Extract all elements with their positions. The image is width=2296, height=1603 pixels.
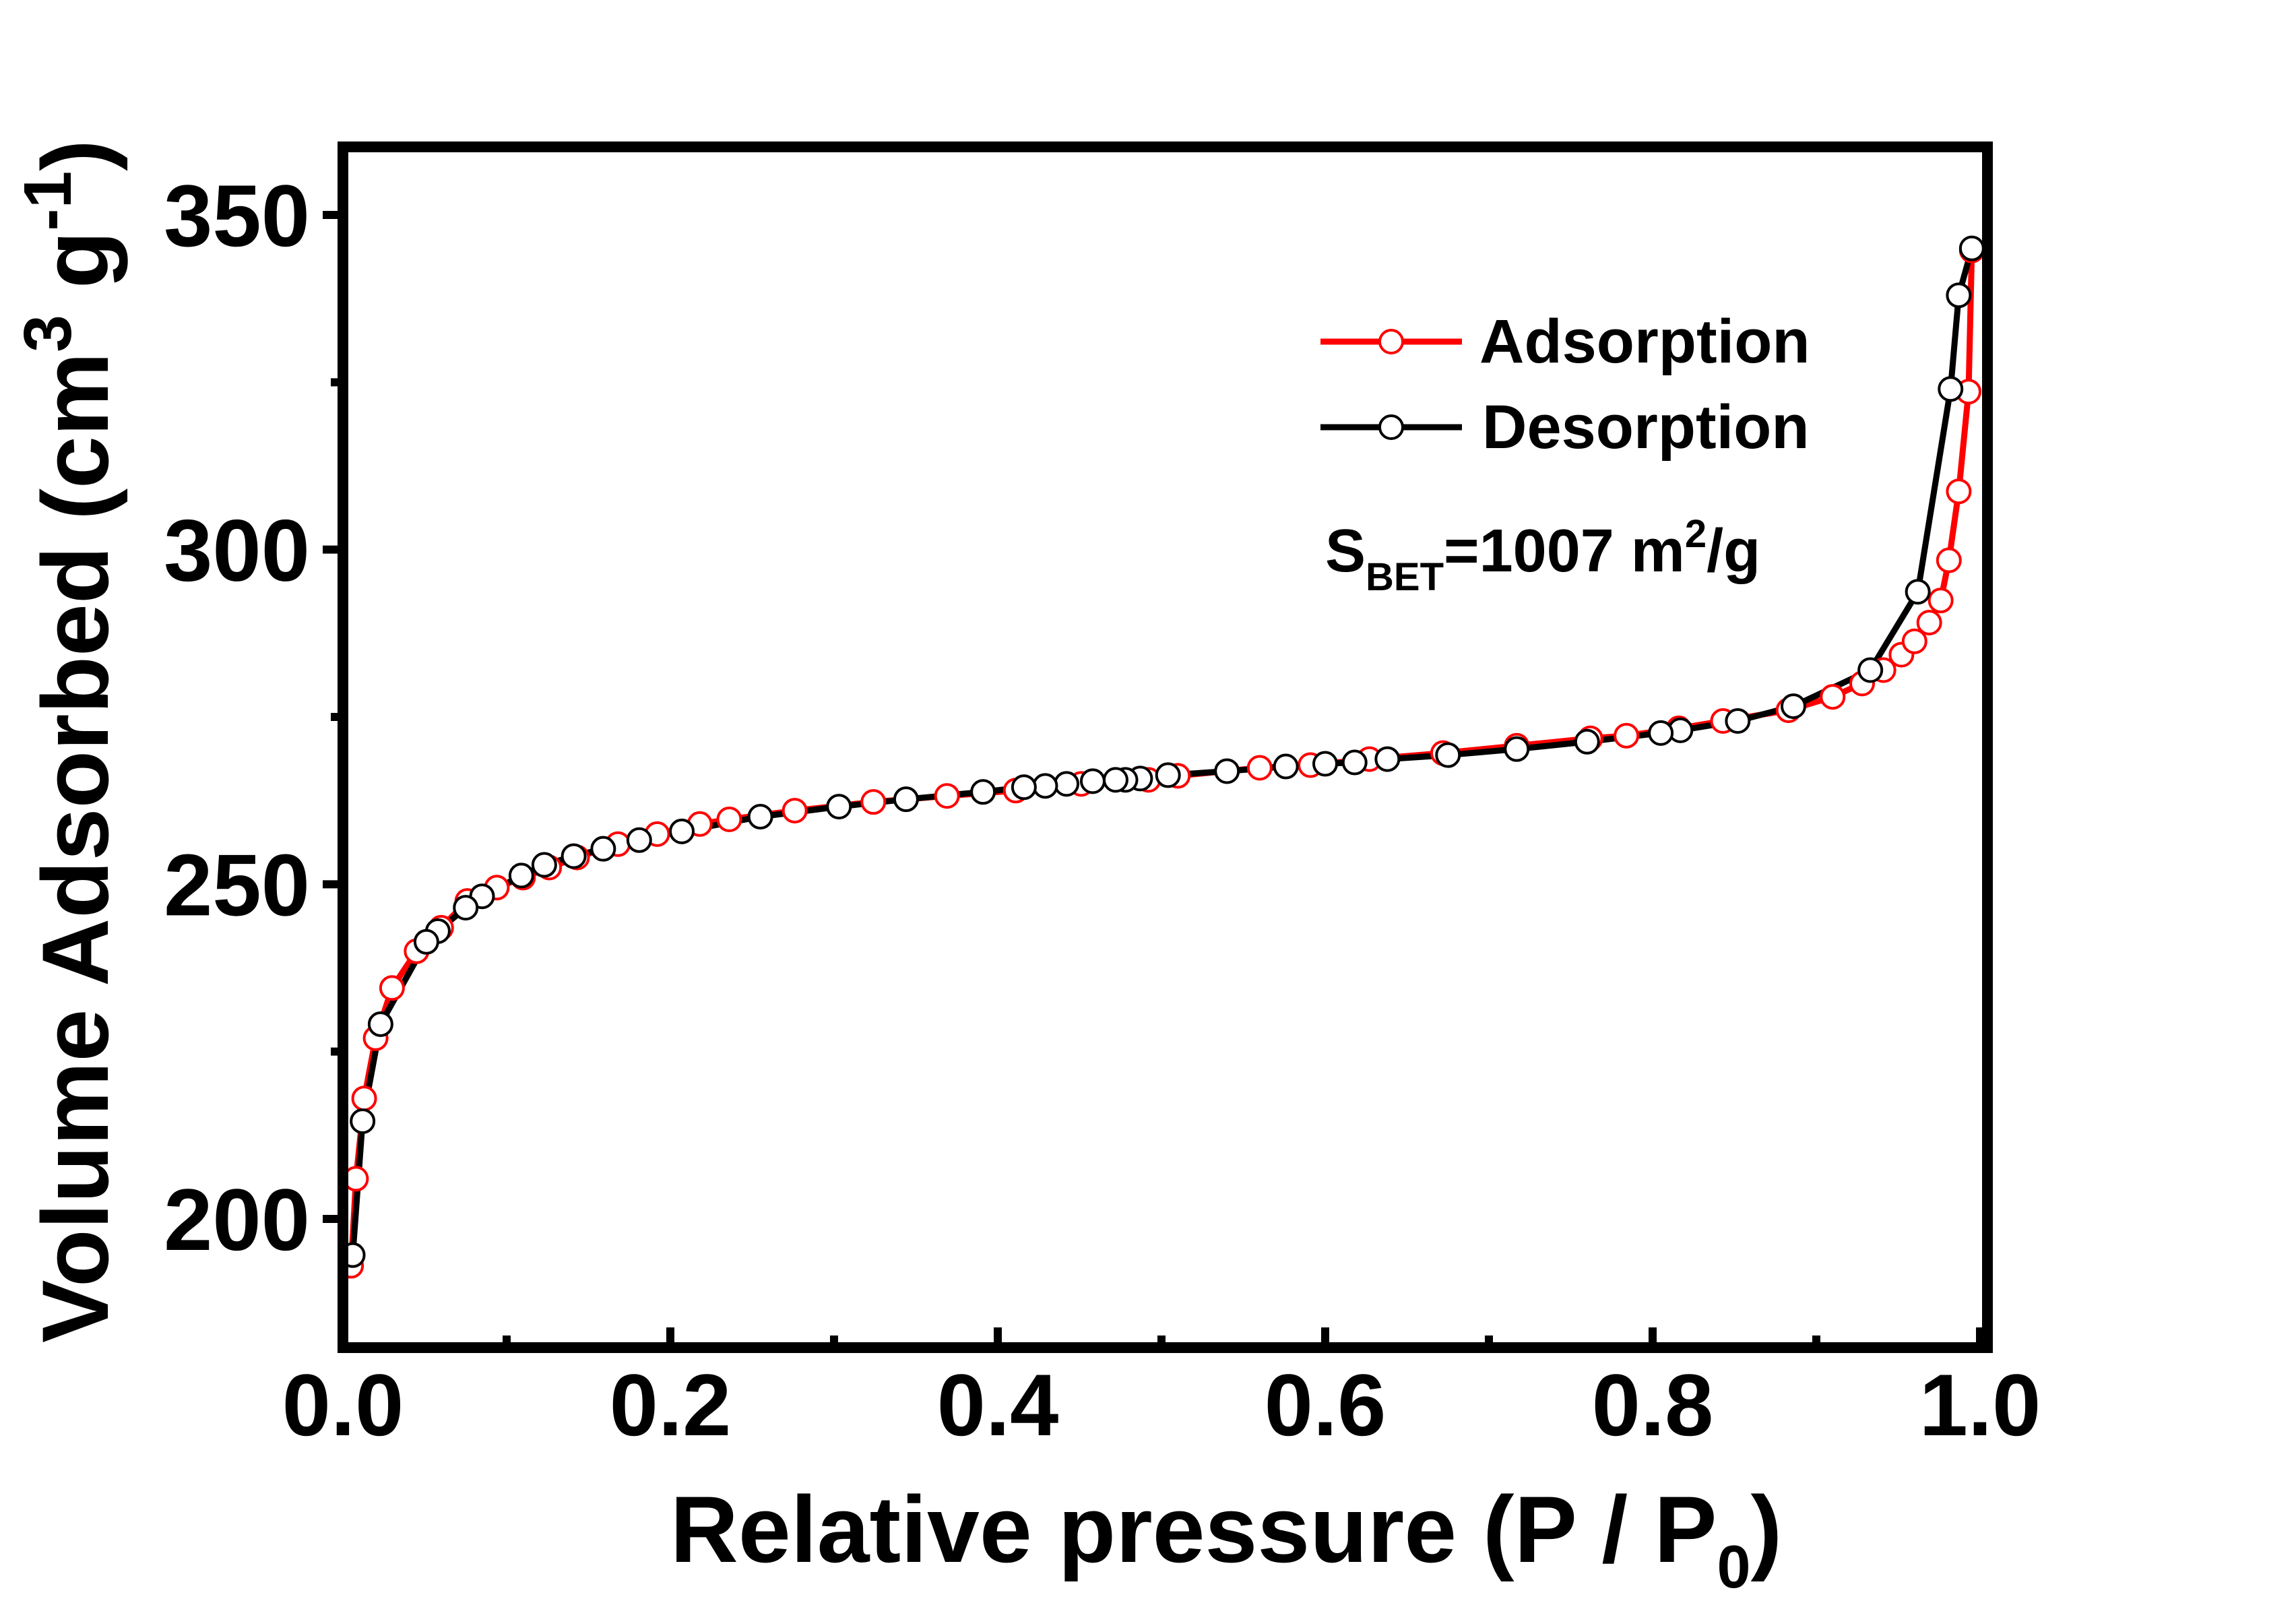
adsorption-point	[1916, 609, 1942, 635]
y-axis-label: Volume Adsorbed (cm3 g-1)	[10, 139, 128, 1343]
desorption-point	[1214, 758, 1240, 784]
desorption-point	[1079, 768, 1106, 794]
x-tick-label: 0.2	[610, 1356, 732, 1454]
desorption-point	[747, 804, 773, 830]
desorption-point	[1032, 773, 1058, 799]
desorption-point	[893, 786, 919, 813]
desorption-point	[970, 779, 996, 805]
desorption-point	[1648, 720, 1674, 746]
y-tick-label: 350	[164, 166, 310, 265]
sbet-subscript: BET	[1366, 555, 1444, 599]
desorption-point	[669, 818, 695, 844]
desorption-point	[508, 862, 534, 889]
series-layer	[338, 235, 1985, 1279]
desorption-point	[1574, 728, 1600, 755]
adsorption-point	[1936, 547, 1962, 573]
adsorption-point	[1946, 478, 1972, 505]
legend-adsorption-marker	[1378, 329, 1404, 354]
x-tick-label: 0.4	[937, 1356, 1059, 1454]
legend-desorption-label: Desorption	[1482, 393, 1810, 462]
desorption-point	[1155, 762, 1181, 788]
x-axis-label: Relative pressure (P / P0)	[670, 1476, 1782, 1601]
desorption-markers	[340, 235, 1985, 1268]
desorption-point	[1102, 767, 1128, 793]
desorption-point	[1341, 749, 1368, 776]
y-axis-label-mid: g	[22, 231, 128, 315]
adsorption-point	[1246, 755, 1273, 781]
x-tick-label: 0.0	[282, 1356, 404, 1454]
legend-desorption-marker	[1378, 414, 1404, 440]
desorption-point	[1011, 774, 1037, 800]
desorption-point	[350, 1108, 376, 1134]
x-axis-label-end: )	[1751, 1476, 1783, 1582]
adsorption-point	[1927, 588, 1954, 614]
legend-adsorption-label: Adsorption	[1479, 307, 1810, 376]
legend: Adsorption Desorption	[1320, 307, 1810, 462]
adsorption-point	[716, 806, 742, 832]
sbet-unit: /g	[1707, 517, 1760, 585]
adsorption-point	[351, 1086, 377, 1112]
desorption-point	[1905, 579, 1931, 605]
desorption-point	[1312, 751, 1338, 777]
desorption-point	[826, 794, 852, 820]
desorption-point	[1780, 693, 1806, 720]
adsorption-point	[1614, 722, 1640, 749]
ticks-layer: 0.0 0.2 0.4 0.6 0.8 1.0 200 250 300 350	[164, 166, 2041, 1454]
desorption-point	[626, 827, 652, 853]
adsorption-point	[1820, 684, 1846, 710]
desorption-point	[1946, 282, 1972, 309]
y-tick-label: 300	[164, 501, 310, 600]
desorption-point	[561, 843, 587, 869]
adsorption-point	[860, 789, 887, 815]
desorption-point	[1435, 742, 1461, 768]
desorption-point	[590, 836, 616, 862]
sbet-main: S	[1325, 517, 1366, 585]
desorption-point	[1273, 753, 1299, 780]
y-axis-label-main: Volume Adsorbed (cm	[22, 352, 128, 1343]
x-tick-label: 0.8	[1592, 1356, 1714, 1454]
x-tick-label: 0.6	[1265, 1356, 1386, 1454]
adsorption-point	[379, 975, 405, 1001]
y-axis-label-sup1: 3	[10, 315, 86, 352]
y-tick-label: 200	[164, 1170, 310, 1269]
x-tick-label: 1.0	[1919, 1356, 2041, 1454]
sbet-superscript: 2	[1685, 512, 1707, 556]
y-axis-label-end: )	[22, 139, 128, 171]
desorption-point	[453, 895, 479, 921]
x-axis-label-subscript: 0	[1717, 1534, 1751, 1601]
desorption-point	[367, 1011, 393, 1037]
x-axis-label-main: Relative pressure (P / P	[670, 1476, 1717, 1582]
desorption-point	[1374, 746, 1401, 772]
desorption-point	[413, 929, 439, 955]
y-axis-label-sup2: -1	[10, 171, 86, 231]
adsorption-point	[934, 783, 960, 809]
desorption-point	[1054, 771, 1080, 797]
adsorption-point	[1901, 628, 1927, 654]
y-tick-label: 250	[164, 836, 310, 934]
sbet-annotation: SBET=1007 m2/g	[1325, 512, 1760, 599]
desorption-point	[1725, 708, 1751, 734]
adsorption-point	[782, 798, 808, 824]
sbet-value: =1007 m	[1444, 517, 1685, 585]
desorption-point	[531, 852, 557, 878]
desorption-point	[1504, 736, 1530, 762]
desorption-point	[1958, 235, 1985, 261]
desorption-point	[1857, 657, 1884, 683]
desorption-point	[1938, 376, 1964, 402]
